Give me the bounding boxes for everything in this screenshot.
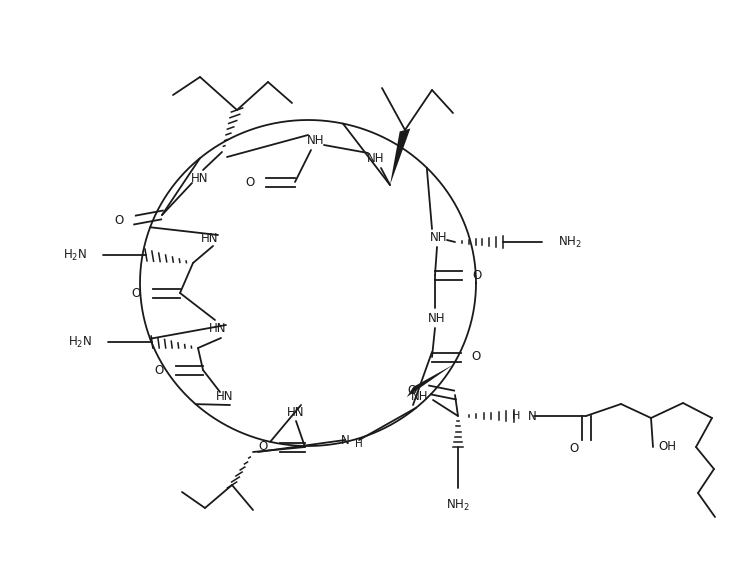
Text: NH: NH [308,134,325,146]
Text: O: O [155,364,164,376]
Text: H$_2$N: H$_2$N [68,334,92,350]
Text: HN: HN [209,321,227,334]
Text: HN: HN [288,407,305,420]
Text: H: H [355,439,363,449]
Text: NH$_2$: NH$_2$ [558,234,582,250]
Polygon shape [390,128,411,185]
Text: NH: NH [368,151,385,164]
Text: N: N [342,434,350,447]
Text: O: O [570,443,579,456]
Text: O: O [115,214,124,227]
Text: H$_2$N: H$_2$N [63,247,87,263]
Text: O: O [408,384,417,397]
Text: O: O [259,440,268,453]
Text: O: O [246,176,255,188]
Text: NH: NH [411,390,429,403]
Polygon shape [407,365,453,397]
Text: HN: HN [191,172,209,185]
Text: H: H [511,411,520,421]
Text: NH: NH [431,231,448,243]
Text: O: O [132,287,141,300]
Text: HN: HN [216,390,233,403]
Text: O: O [471,351,480,364]
Text: NH$_2$: NH$_2$ [446,498,470,513]
Text: HN: HN [202,232,219,245]
Text: NH: NH [428,311,446,324]
Text: O: O [472,269,481,282]
Text: N: N [528,410,536,422]
Text: OH: OH [658,440,676,453]
